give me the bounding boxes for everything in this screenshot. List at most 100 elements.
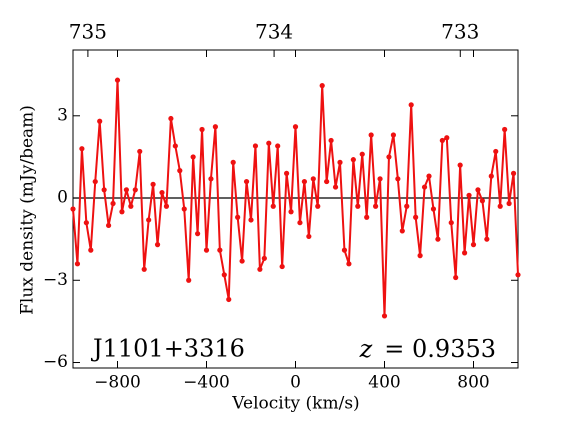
spectrum-point: [217, 247, 223, 253]
spectrum-point: [257, 266, 263, 272]
spectrum-point: [404, 203, 410, 209]
top-tick-label: 735: [69, 20, 107, 44]
spectrum-point: [319, 83, 325, 89]
x-axis-label: Velocity (km/s): [231, 394, 359, 414]
spectrum-point: [261, 255, 267, 261]
spectrum-point: [221, 272, 227, 278]
spectrum-point: [235, 214, 241, 220]
spectrum-point: [301, 178, 307, 185]
spectrum-point: [453, 274, 459, 281]
x-tick-label: 400: [368, 373, 400, 393]
spectrum-point: [208, 176, 214, 182]
spectrum-point: [350, 157, 356, 163]
spectrum-point: [373, 203, 379, 209]
spectrum-point: [462, 250, 468, 256]
spectrum-point: [74, 261, 81, 267]
spectrum-point: [417, 253, 423, 259]
spectrum-point: [172, 143, 178, 149]
spectrum-point: [88, 247, 94, 253]
spectrum-point: [79, 146, 85, 152]
spectrum-point: [337, 159, 343, 165]
spectrum-point: [328, 137, 334, 144]
spectrum-point: [114, 77, 121, 83]
top-tick-label: 733: [441, 20, 479, 44]
spectrum-point: [181, 206, 187, 212]
spectrum-point: [346, 261, 352, 267]
spectrum-point: [470, 242, 477, 248]
spectrum-point: [390, 132, 396, 138]
spectrum-point: [110, 200, 116, 207]
spectrum-point: [368, 132, 374, 138]
spectrum-point: [97, 118, 103, 124]
redshift: z = 0.9353: [359, 335, 496, 363]
source-name: J1101+3316: [90, 335, 245, 363]
top-tick-label: 734: [255, 20, 293, 44]
spectrum-point: [430, 206, 437, 212]
spectrum-point: [163, 203, 170, 209]
spectrum-point: [457, 162, 463, 168]
spectrum-point: [275, 143, 281, 149]
spectrum-point: [226, 296, 232, 303]
y-tick-label: −3: [43, 270, 68, 290]
spectrum-point: [497, 203, 503, 209]
spectrum-point: [70, 206, 76, 212]
spectrum-point: [355, 203, 361, 209]
spectrum-point: [475, 187, 481, 193]
spectrum-point: [444, 135, 450, 141]
spectrum-point: [493, 148, 499, 155]
spectrum-point: [377, 176, 383, 182]
spectrum-point: [252, 143, 259, 149]
x-tick-label: 0: [290, 373, 301, 393]
spectrum-point: [288, 209, 294, 215]
y-axis-label: Flux density (mJy/beam): [18, 105, 38, 315]
x-tick-label: −400: [183, 373, 230, 393]
spectrum-point: [150, 181, 156, 187]
x-tick-label: −800: [94, 373, 141, 393]
spectrum-point: [448, 220, 454, 226]
spectrum-point: [408, 102, 414, 108]
spectrum-point: [310, 176, 316, 182]
spectrum-point: [315, 203, 321, 209]
redshift-symbol: z: [359, 335, 373, 363]
spectrum-point: [199, 126, 205, 133]
spectrum-point: [212, 124, 218, 130]
spectrum-point: [502, 126, 508, 133]
spectrum-point: [413, 214, 419, 220]
spectrum-point: [395, 176, 401, 182]
spectrum-point: [506, 200, 512, 207]
y-tick-label: −6: [43, 352, 68, 372]
spectrum-point: [426, 173, 432, 179]
spectrum-point: [279, 263, 285, 270]
spectrum-point: [186, 277, 192, 283]
spectrum-point: [123, 187, 129, 193]
spectrum-point: [386, 154, 392, 160]
spectrum-point: [284, 170, 290, 176]
spectrum-point: [515, 272, 521, 278]
spectrum-point: [341, 247, 348, 253]
spectrum-point: [510, 170, 517, 176]
spectrum-point: [137, 148, 143, 155]
spectrum-point: [168, 115, 174, 122]
spectrum-point: [439, 137, 445, 144]
redshift-value: = 0.9353: [384, 335, 496, 363]
spectrum-point: [488, 173, 494, 179]
spectrum-point: [141, 266, 147, 272]
spectrum-point: [92, 178, 98, 185]
spectrum-point: [243, 178, 250, 185]
spectrum-point: [203, 247, 210, 253]
spectrum-point: [381, 313, 388, 319]
spectrum-point: [297, 220, 303, 226]
spectrum-point: [324, 178, 330, 185]
spectrum-point: [266, 140, 272, 146]
spectrum-point: [190, 154, 196, 160]
spectrum-point: [292, 124, 299, 130]
spectrum-point: [466, 192, 472, 198]
y-tick-label: 3: [57, 105, 68, 125]
spectrum-point: [230, 159, 236, 165]
spectrum-point: [83, 220, 89, 226]
spectrum-point: [435, 236, 441, 242]
spectrum-point: [195, 231, 201, 237]
spectrum-point: [154, 242, 161, 248]
spectrum-point: [146, 217, 152, 223]
